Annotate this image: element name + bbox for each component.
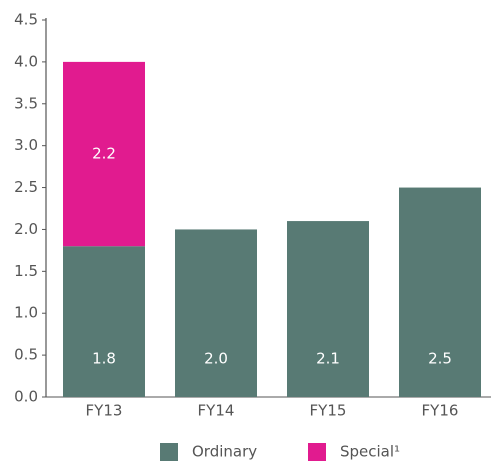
x-tick-label: FY14 (198, 402, 235, 420)
y-tick-label: 3.5 (14, 94, 38, 112)
y-tick-label: 4.5 (14, 11, 38, 29)
data-label: 1.8 (92, 350, 116, 368)
data-label: 2.0 (204, 350, 228, 368)
legend-swatch (308, 443, 326, 461)
y-tick-label: 1.5 (14, 262, 38, 280)
x-tick-label: FY16 (422, 402, 459, 420)
x-tick-label: FY15 (310, 402, 347, 420)
x-tick-label: FY13 (86, 402, 123, 420)
y-tick-label: 0.5 (14, 346, 38, 364)
legend-label: Special¹ (340, 443, 400, 461)
bar (175, 229, 257, 397)
data-label: 2.5 (428, 350, 452, 368)
y-tick-label: 4.0 (14, 52, 38, 70)
bar (287, 221, 369, 397)
y-tick-label: 3.0 (14, 136, 38, 154)
data-label: 2.2 (92, 145, 116, 163)
bar (63, 61, 145, 247)
legend-label: Ordinary (192, 443, 257, 461)
bar (399, 187, 481, 397)
data-label: 2.1 (316, 350, 340, 368)
y-tick-label: 1.0 (14, 304, 38, 322)
y-tick-label: 2.0 (14, 220, 38, 238)
y-tick-label: 0.0 (14, 388, 38, 406)
bar (63, 246, 145, 397)
y-tick-label: 2.5 (14, 178, 38, 196)
legend-swatch (160, 443, 178, 461)
